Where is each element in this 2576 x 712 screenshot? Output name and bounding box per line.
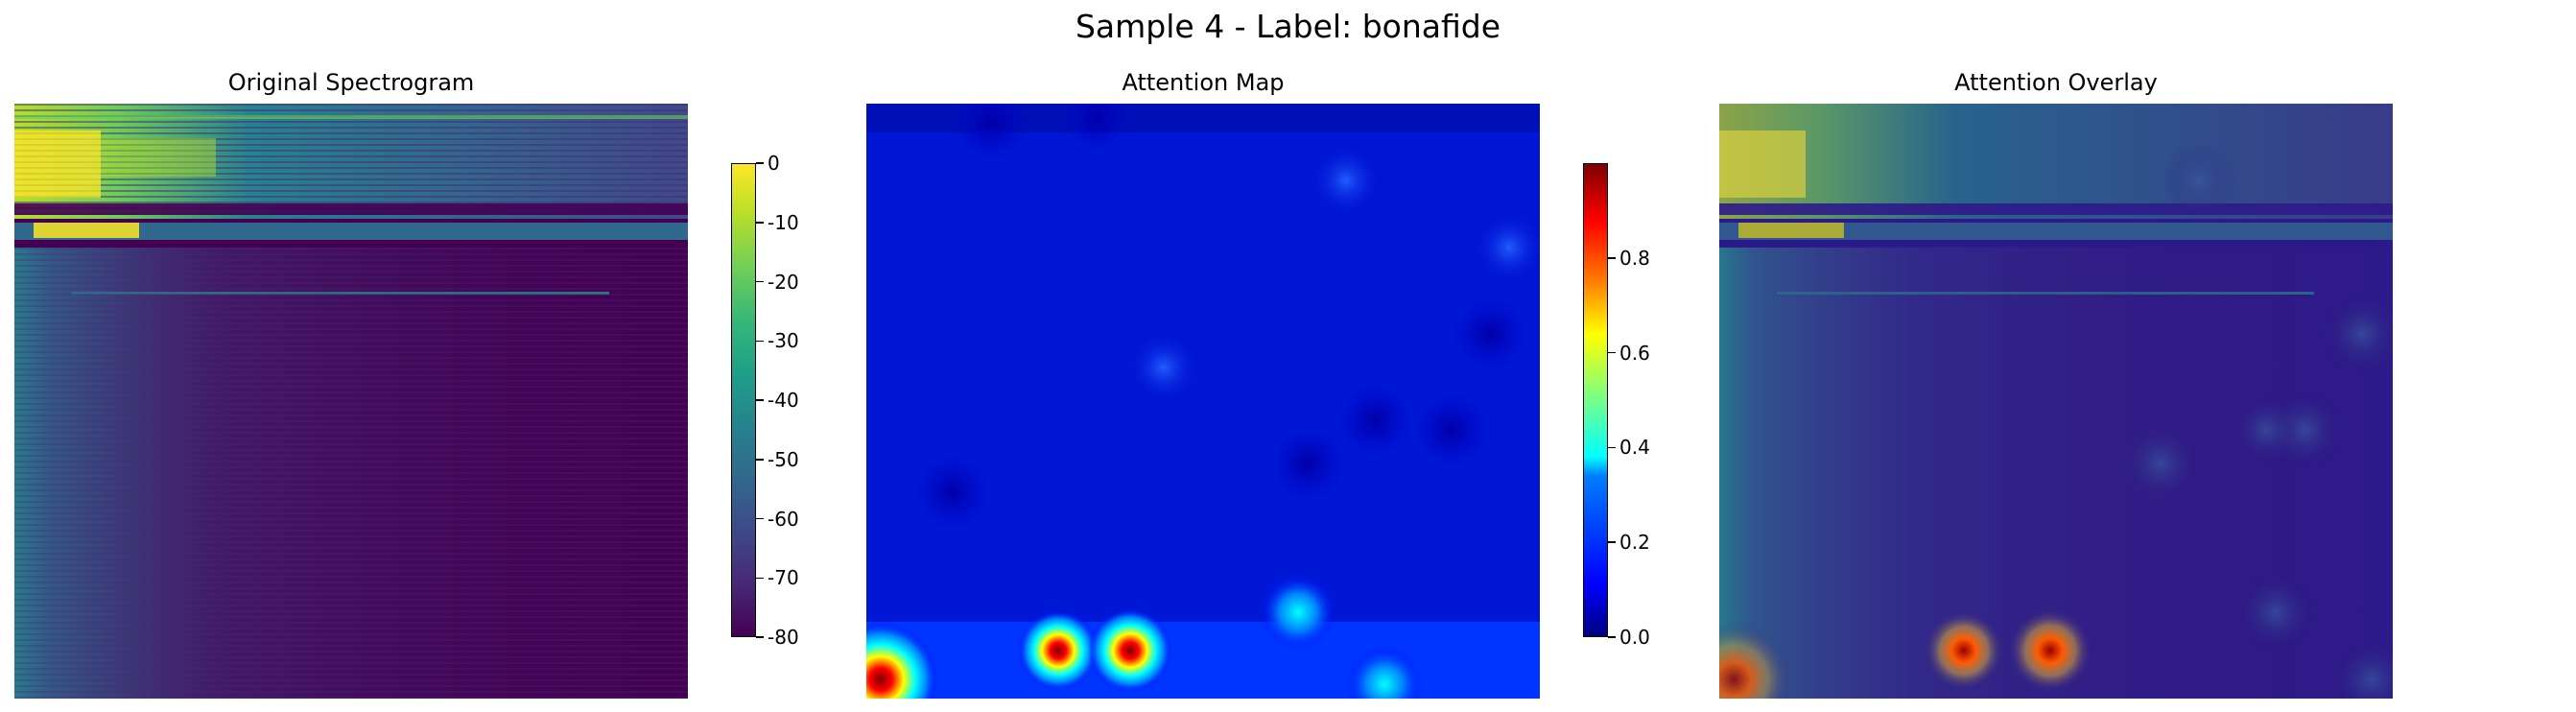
spectrogram-heatmap bbox=[14, 104, 688, 699]
spectrogram-colorbar-tick-mark bbox=[756, 636, 764, 638]
overlay-heatmap bbox=[1719, 104, 2393, 699]
attention-colorbar-tick-label: 0.4 bbox=[1619, 436, 1650, 460]
attention-colorbar-tick-mark bbox=[1608, 541, 1616, 543]
spectrogram-title: Original Spectrogram bbox=[227, 69, 475, 96]
spectrogram-colorbar-tick-label: 0 bbox=[768, 152, 780, 175]
spectrogram-colorbar-tick-mark bbox=[756, 399, 764, 401]
spectrogram-colorbar-tick-mark bbox=[756, 577, 764, 579]
attention-colorbar-tick-label: 0.8 bbox=[1619, 246, 1650, 270]
attention-colorbar-tick-mark bbox=[1608, 446, 1616, 449]
spectrogram-colorbar-tick-label: -60 bbox=[768, 507, 799, 531]
spectrogram-colorbar-tick-mark bbox=[756, 340, 764, 342]
spectrogram-colorbar-tick-label: -40 bbox=[768, 389, 799, 412]
attention-colorbar-tick-mark bbox=[1608, 257, 1616, 259]
overlay-title: Attention Overlay bbox=[1954, 69, 2158, 96]
attention-colorbar-tick-mark bbox=[1608, 636, 1616, 638]
spectrogram-colorbar bbox=[731, 163, 756, 637]
spectrogram-colorbar-tick-label: -50 bbox=[768, 447, 799, 471]
attention-map-title: Attention Map bbox=[1122, 69, 1285, 96]
spectrogram-colorbar-tick-mark bbox=[756, 222, 764, 224]
attention-heatmap bbox=[866, 104, 1540, 699]
spectrogram-colorbar-tick-label: -30 bbox=[768, 329, 799, 353]
spectrogram-colorbar-tick-mark bbox=[756, 459, 764, 461]
attention-colorbar-tick-label: 0.2 bbox=[1619, 531, 1650, 555]
spectrogram-colorbar-tick-mark bbox=[756, 517, 764, 520]
spectrogram-colorbar-tick-mark bbox=[756, 162, 764, 164]
attention-colorbar-tick-label: 0.0 bbox=[1619, 626, 1650, 649]
figure-title: Sample 4 - Label: bonafide bbox=[1075, 8, 1501, 45]
spectrogram-colorbar-tick-label: -20 bbox=[768, 270, 799, 294]
attention-colorbar-tick-label: 0.6 bbox=[1619, 341, 1650, 365]
spectrogram-colorbar-tick-mark bbox=[756, 280, 764, 283]
attention-colorbar bbox=[1583, 163, 1608, 637]
spectrogram-colorbar-tick-label: -70 bbox=[768, 566, 799, 590]
spectrogram-colorbar-tick-label: -10 bbox=[768, 210, 799, 234]
attention-colorbar-tick-mark bbox=[1608, 351, 1616, 354]
spectrogram-colorbar-tick-label: -80 bbox=[768, 626, 799, 649]
